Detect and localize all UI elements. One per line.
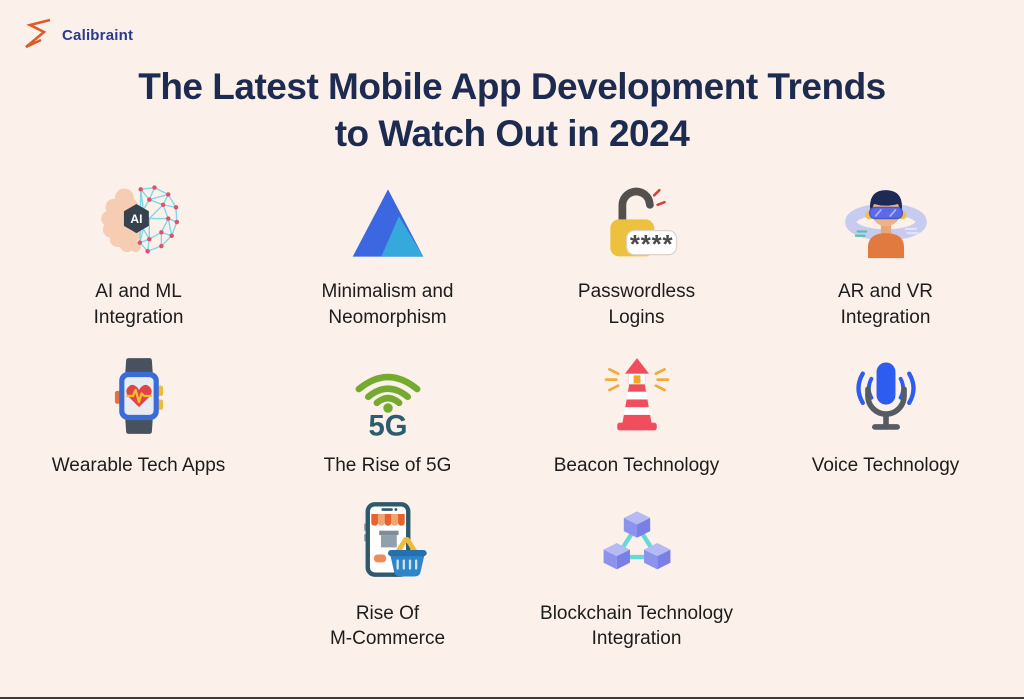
calibraint-zigzag-icon xyxy=(22,16,56,54)
trend-label: Rise Of M-Commerce xyxy=(329,602,446,650)
blockchain-cubes-icon xyxy=(590,501,684,587)
minimal-triangle-icon xyxy=(342,179,434,265)
trend-ai-ml: AI AI and ML Integration xyxy=(14,179,263,330)
trend-minimalism: Minimalism and Neomorphism xyxy=(263,179,512,330)
title-line-1: The Latest Mobile App Development Trends xyxy=(138,66,886,107)
header: Calibraint xyxy=(0,0,1024,54)
open-padlock-password-icon: **** xyxy=(590,179,684,265)
page-title: The Latest Mobile App Development Trends… xyxy=(0,64,1024,157)
ai-brain-network-icon: AI xyxy=(92,179,186,265)
smartwatch-heart-icon xyxy=(93,353,185,439)
microphone-waves-icon xyxy=(840,353,932,439)
svg-text:5G: 5G xyxy=(368,410,407,438)
trend-label: Voice Technology xyxy=(811,454,960,476)
trend-label: Blockchain Technology Integration xyxy=(540,602,733,650)
trends-grid: AI AI and ML Integration Minimalism and … xyxy=(0,179,1024,652)
trend-label: Beacon Technology xyxy=(553,454,720,476)
trend-label: Passwordless Logins xyxy=(577,281,696,328)
trend-voice: Voice Technology xyxy=(761,353,1010,479)
mobile-shopping-basket-icon xyxy=(341,501,435,587)
trend-wearable: Wearable Tech Apps xyxy=(14,353,263,479)
logo-text: Calibraint xyxy=(62,26,134,44)
trend-label: AR and VR Integration xyxy=(837,281,934,328)
lighthouse-icon xyxy=(591,353,683,439)
trend-ar-vr: AR and VR Integration xyxy=(761,179,1010,330)
trend-5g: 5G The Rise of 5G xyxy=(263,353,512,479)
trend-blockchain: Blockchain Technology Integration xyxy=(512,501,761,652)
trend-label: The Rise of 5G xyxy=(323,454,452,476)
5g-signal-icon: 5G xyxy=(342,353,434,439)
svg-text:****: **** xyxy=(629,231,673,259)
trend-label: Wearable Tech Apps xyxy=(51,454,226,476)
trend-beacon: Beacon Technology xyxy=(512,353,761,479)
trend-passwordless: **** Passwordless Logins xyxy=(512,179,761,330)
svg-text:AI: AI xyxy=(130,212,142,226)
trend-label: Minimalism and Neomorphism xyxy=(321,281,454,328)
title-line-2: to Watch Out in 2024 xyxy=(334,112,690,154)
vr-headset-person-icon xyxy=(839,179,933,265)
trend-label: AI and ML Integration xyxy=(93,281,184,328)
trend-mcommerce: Rise Of M-Commerce xyxy=(263,501,512,652)
